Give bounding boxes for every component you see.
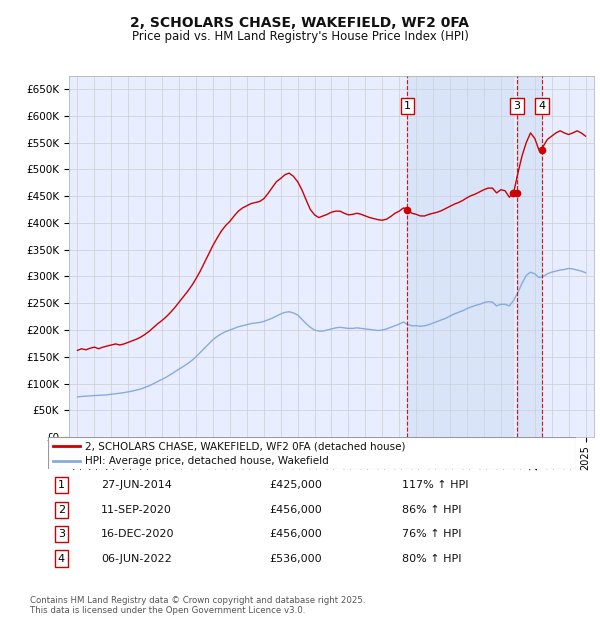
Text: 2, SCHOLARS CHASE, WAKEFIELD, WF2 0FA (detached house): 2, SCHOLARS CHASE, WAKEFIELD, WF2 0FA (d… bbox=[85, 441, 406, 451]
Text: 76% ↑ HPI: 76% ↑ HPI bbox=[402, 529, 461, 539]
Text: 86% ↑ HPI: 86% ↑ HPI bbox=[402, 505, 461, 515]
Text: HPI: Average price, detached house, Wakefield: HPI: Average price, detached house, Wake… bbox=[85, 456, 329, 466]
Text: 27-JUN-2014: 27-JUN-2014 bbox=[101, 480, 172, 490]
Bar bbox=[517, 76, 542, 437]
Text: Contains HM Land Registry data © Crown copyright and database right 2025.
This d: Contains HM Land Registry data © Crown c… bbox=[30, 596, 365, 615]
Text: £456,000: £456,000 bbox=[270, 505, 323, 515]
Text: £536,000: £536,000 bbox=[270, 554, 322, 564]
Text: £456,000: £456,000 bbox=[270, 529, 323, 539]
Text: 16-DEC-2020: 16-DEC-2020 bbox=[101, 529, 175, 539]
Text: 3: 3 bbox=[58, 529, 65, 539]
Text: 3: 3 bbox=[514, 101, 520, 112]
Text: 2: 2 bbox=[58, 505, 65, 515]
Text: 2, SCHOLARS CHASE, WAKEFIELD, WF2 0FA: 2, SCHOLARS CHASE, WAKEFIELD, WF2 0FA bbox=[131, 16, 470, 30]
Text: £425,000: £425,000 bbox=[270, 480, 323, 490]
Text: 1: 1 bbox=[58, 480, 65, 490]
Text: 117% ↑ HPI: 117% ↑ HPI bbox=[402, 480, 468, 490]
Text: 4: 4 bbox=[58, 554, 65, 564]
Text: 11-SEP-2020: 11-SEP-2020 bbox=[101, 505, 172, 515]
Text: 1: 1 bbox=[404, 101, 411, 112]
Bar bbox=[407, 76, 512, 437]
Text: Price paid vs. HM Land Registry's House Price Index (HPI): Price paid vs. HM Land Registry's House … bbox=[131, 30, 469, 43]
Text: 06-JUN-2022: 06-JUN-2022 bbox=[101, 554, 172, 564]
Text: 4: 4 bbox=[538, 101, 545, 112]
Text: 80% ↑ HPI: 80% ↑ HPI bbox=[402, 554, 461, 564]
